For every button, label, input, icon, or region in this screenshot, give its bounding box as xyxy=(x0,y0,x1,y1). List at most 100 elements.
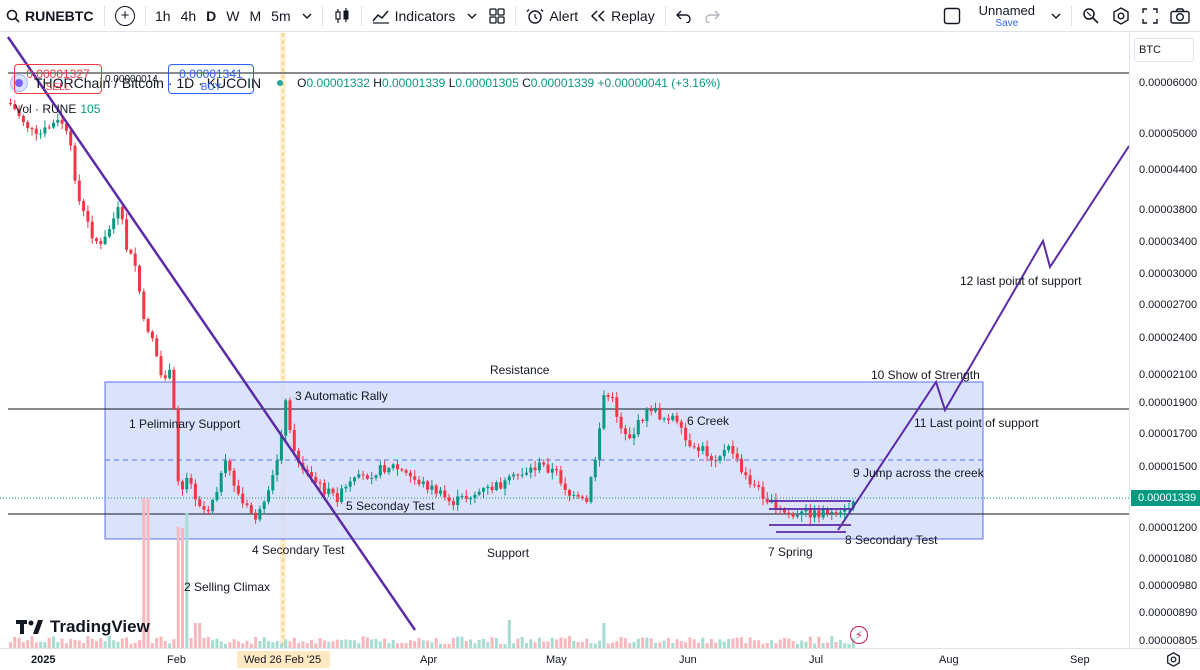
volume-bar xyxy=(73,640,77,648)
quick-search-button[interactable] xyxy=(1076,0,1106,32)
candle-body xyxy=(705,446,709,457)
undo-button[interactable] xyxy=(670,0,698,32)
candle-body xyxy=(370,477,374,479)
time-axis[interactable]: 2025 Feb Wed 26 Feb '25 Apr May Jun Jul … xyxy=(0,648,1200,670)
templates-button[interactable] xyxy=(483,0,511,32)
volume-bar xyxy=(447,643,451,648)
gear-icon xyxy=(1113,7,1129,25)
candle-body xyxy=(615,397,619,417)
candle-body xyxy=(391,464,395,469)
annotation-last-point-support-12[interactable]: 12 last point of support xyxy=(960,274,1082,288)
volume-bar xyxy=(550,637,554,648)
candle-body xyxy=(628,434,632,439)
volume-bar xyxy=(791,641,795,648)
time-label-aug: Aug xyxy=(939,654,959,666)
currency-selector[interactable]: BTC xyxy=(1134,38,1194,62)
sell-label: SELL xyxy=(45,82,71,93)
candle-body xyxy=(34,128,38,134)
annotation-automatic-rally[interactable]: 3 Automatic Rally xyxy=(295,389,388,403)
annotation-secondary-test-8[interactable]: 8 Secondary Test xyxy=(845,533,938,547)
price-axis-label: 0.00000980 xyxy=(1139,580,1198,592)
lightning-icon[interactable]: ⚡ xyxy=(850,626,868,644)
candle-body xyxy=(765,498,769,503)
layout-name-button[interactable]: Unnamed Save xyxy=(967,0,1045,32)
volume-bar xyxy=(374,639,378,648)
interval-dropdown[interactable] xyxy=(296,0,318,32)
candle-body xyxy=(335,493,339,502)
volume-bar xyxy=(9,642,12,648)
volume-bar xyxy=(82,642,86,648)
candle-body xyxy=(13,104,17,110)
volume-label: Vol · RUNE xyxy=(15,102,77,116)
annotation-preliminary-support[interactable]: 1 Peliminary Support xyxy=(129,417,241,431)
sell-button[interactable]: 0.00001327 SELL xyxy=(14,64,102,94)
candle-body xyxy=(443,490,447,498)
volume-bar xyxy=(232,639,236,648)
volume-bar xyxy=(486,642,490,648)
candle-body xyxy=(568,490,571,496)
candle-body xyxy=(714,460,718,462)
annotation-secondary-test-4[interactable]: 4 Secondary Test xyxy=(252,543,345,557)
downtrend-line[interactable] xyxy=(6,36,417,631)
annotation-jump-creek[interactable]: 9 Jump across the creek xyxy=(853,466,984,480)
chart-settings-gear-icon[interactable] xyxy=(1166,652,1181,667)
snapshot-button[interactable] xyxy=(1164,0,1200,32)
price-axis-label: 0.00005000 xyxy=(1139,128,1198,140)
fullscreen-button[interactable] xyxy=(1136,0,1164,32)
volume-bar xyxy=(90,638,94,648)
candle-body xyxy=(800,511,804,515)
interval-1h[interactable]: 1h xyxy=(155,7,171,24)
volume-legend[interactable]: Vol · RUNE 105 xyxy=(15,102,100,116)
annotation-resistance[interactable]: Resistance xyxy=(490,363,550,377)
symbol-search[interactable]: RUNEBTC xyxy=(0,0,100,32)
volume-bar xyxy=(365,637,369,648)
chart-pane[interactable]: THORChain / Bitcoin · 1D · KUCOIN O0.000… xyxy=(0,33,1129,648)
price-chart[interactable] xyxy=(0,33,1129,648)
spring-channel[interactable] xyxy=(769,500,851,533)
interval-m[interactable]: M xyxy=(249,7,262,24)
interval-w[interactable]: W xyxy=(226,7,240,24)
volume-bar xyxy=(292,637,296,648)
alert-button[interactable]: Alert xyxy=(520,0,584,32)
volume-bar xyxy=(17,637,21,648)
buy-button[interactable]: 0.00001341 BUY xyxy=(168,64,254,94)
chevron-down-icon xyxy=(1051,13,1061,19)
volume-bar xyxy=(542,641,546,648)
candle-body xyxy=(82,201,86,211)
compare-symbol-button[interactable]: + xyxy=(109,0,141,32)
candle-body xyxy=(731,446,735,454)
tradingview-logo[interactable]: TradingView xyxy=(16,617,150,637)
interval-d[interactable]: D xyxy=(206,7,217,24)
volume-bar xyxy=(426,640,430,648)
redo-button[interactable] xyxy=(698,0,726,32)
annotation-support[interactable]: Support xyxy=(487,546,530,560)
settings-button[interactable] xyxy=(1106,0,1136,32)
symbol-title[interactable]: THORChain / Bitcoin · 1D · KUCOIN xyxy=(34,75,262,91)
volume-bar xyxy=(181,528,184,648)
crosshair-time-highlight xyxy=(237,651,330,668)
interval-5m[interactable]: 5m xyxy=(271,7,291,24)
candle-body xyxy=(520,474,524,476)
replay-button[interactable]: Replay xyxy=(584,0,661,32)
annotation-secondary-test-5[interactable]: 5 Seconday Test xyxy=(346,499,435,513)
candle-body xyxy=(611,397,614,399)
candle-body xyxy=(851,501,855,509)
indicators-button[interactable]: Indicators xyxy=(366,0,462,32)
annotation-last-point-support-11[interactable]: 11 Last point of support xyxy=(914,416,1039,430)
volume-bar xyxy=(451,637,455,648)
interval-4h[interactable]: 4h xyxy=(180,7,197,24)
annotation-creek[interactable]: 6 Creek xyxy=(687,414,730,428)
price-axis[interactable]: BTC 0.00001339 0.00006000 0.00005000 0.000… xyxy=(1129,33,1200,648)
layout-button[interactable] xyxy=(937,0,967,32)
layout-dropdown[interactable] xyxy=(1045,0,1067,32)
volume-bar xyxy=(520,636,524,648)
annotation-show-of-strength[interactable]: 10 Show of Strength xyxy=(871,368,980,382)
indicators-dropdown[interactable] xyxy=(461,0,483,32)
annotation-selling-climax[interactable]: 2 Selling Climax xyxy=(184,580,271,594)
annotation-spring[interactable]: 7 Spring xyxy=(768,545,813,559)
volume-bar xyxy=(503,643,507,648)
volume-bar xyxy=(580,641,584,648)
candle-body xyxy=(469,498,473,500)
projection-path[interactable] xyxy=(837,145,1129,531)
chart-type-button[interactable] xyxy=(327,0,357,32)
